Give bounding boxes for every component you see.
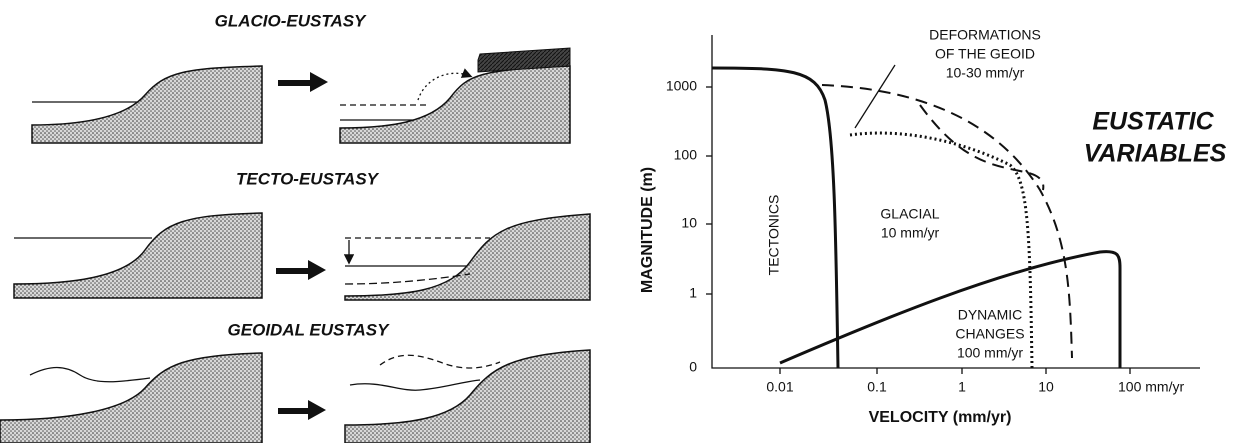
side-title: VARIABLES [1084,140,1227,168]
y-tick-label: 10 [681,215,697,231]
figure: GLACIO-EUSTASY TECTO-EUSTASY GEOIDAL EUS… [0,0,1243,443]
glacio-sketch [32,48,570,143]
x-tick-label: 1 [958,379,966,395]
geoidal-sketch [0,350,590,443]
region-label: OF THE GEOID [935,46,1035,62]
x-tick-label: 10 [1038,379,1054,395]
region-label: 10-30 mm/yr [946,65,1025,81]
region-label: DYNAMIC [958,307,1023,323]
x-tick-label: 0.01 [766,379,793,395]
x-tick-label: 0.1 [867,379,887,395]
region-label: GLACIAL [880,206,939,222]
y-tick-label: 100 [674,147,698,163]
region-label: 100 mm/yr [957,345,1023,361]
y-tick-label: 0 [689,359,697,375]
region-label: DEFORMATIONS [929,27,1041,43]
y-tick-label: 1000 [666,78,697,94]
region-label: TECTONICS [766,195,782,276]
x-axis-label: VELOCITY (mm/yr) [869,409,1012,426]
tecto-sketch [14,213,590,300]
panel-title: GEOIDAL EUSTASY [228,320,391,339]
panel-title: GLACIO-EUSTASY [215,11,367,30]
y-axis-label: MAGNITUDE (m) [639,167,656,293]
side-title: EUSTATIC [1092,108,1214,136]
region-label: CHANGES [955,326,1024,342]
x-tick-label: 100 mm/yr [1118,379,1184,395]
y-tick-label: 1 [689,285,697,301]
panel-title: TECTO-EUSTASY [236,169,380,188]
region-label: 10 mm/yr [881,225,940,241]
